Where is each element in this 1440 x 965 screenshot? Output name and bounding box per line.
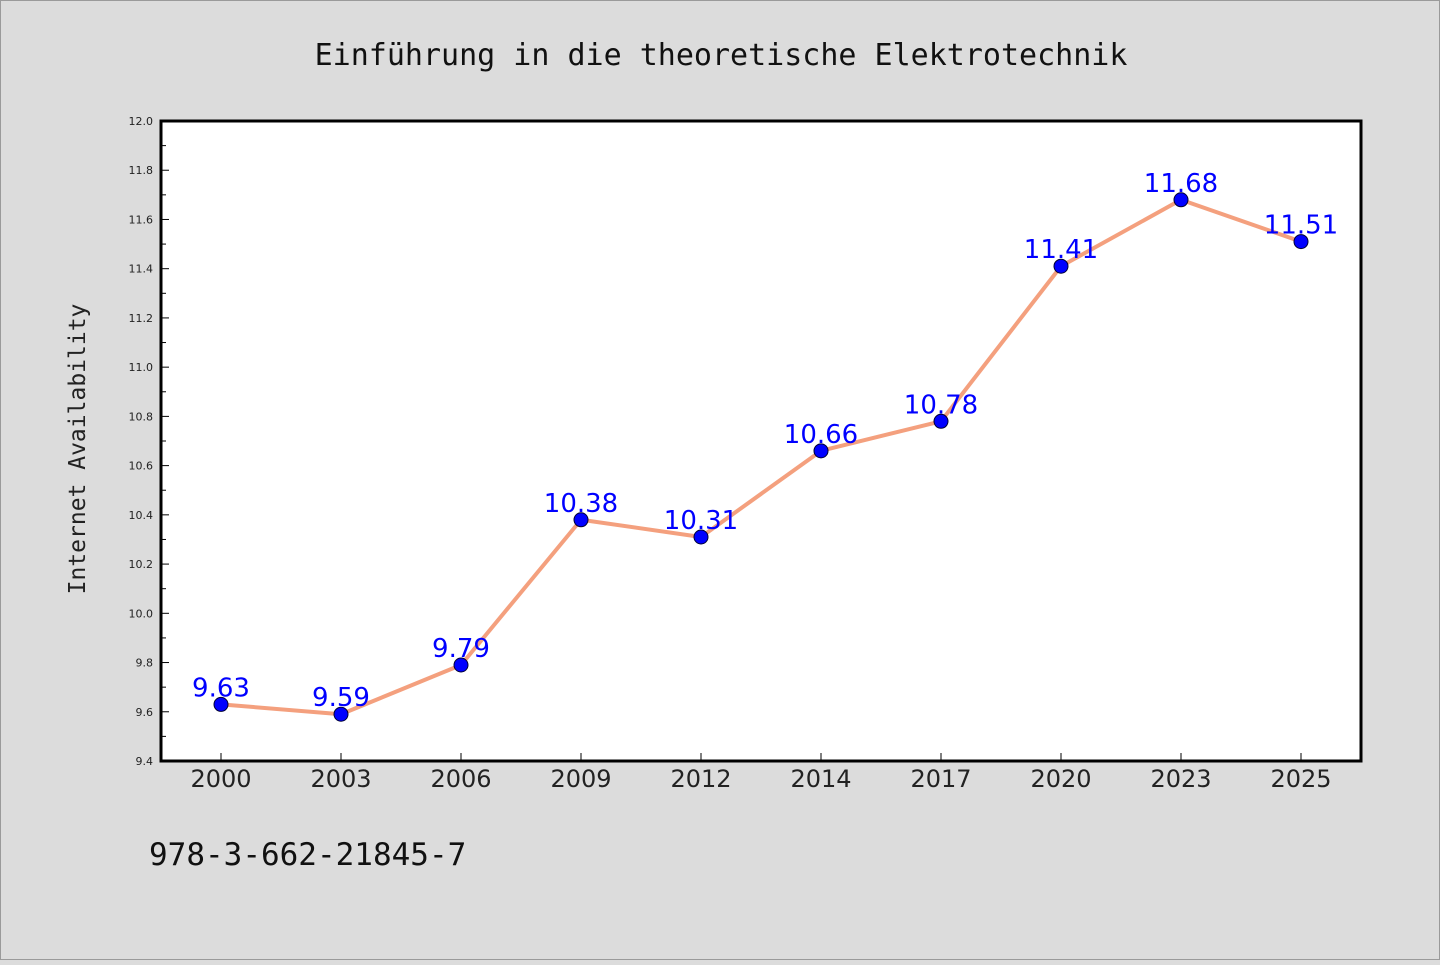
x-tick-label: 2000 xyxy=(190,765,251,793)
data-label-2014: 10.66 xyxy=(784,420,858,450)
y-tick-label: 10.4 xyxy=(129,509,154,522)
data-point-2003 xyxy=(333,706,349,722)
plot-area xyxy=(159,119,1363,763)
data-point-2014 xyxy=(813,443,829,459)
y-tick-label: 9.6 xyxy=(136,706,154,719)
data-label-2020: 11.41 xyxy=(1024,235,1098,265)
y-tick-label: 10.2 xyxy=(129,558,154,571)
data-label-2012: 10.31 xyxy=(664,506,738,536)
y-axis-label: Internet Availability xyxy=(65,304,91,595)
data-label-2006: 9.79 xyxy=(432,634,490,664)
isbn-text: 978-3-662-21845-7 xyxy=(149,837,466,873)
data-point-2025 xyxy=(1293,234,1309,250)
data-point-2000 xyxy=(213,696,229,712)
data-point-2009 xyxy=(573,512,589,528)
data-label-2023: 11.68 xyxy=(1144,169,1218,199)
data-label-2000: 9.63 xyxy=(192,673,250,703)
x-tick-label: 2012 xyxy=(670,765,731,793)
x-tick-label: 2014 xyxy=(790,765,851,793)
y-tick-label: 10.8 xyxy=(129,410,154,423)
data-labels: 9.63 9.59 9.79 10.38 10.31 10.66 10.78 11.41 11.… xyxy=(192,169,1338,713)
data-point-2017 xyxy=(933,413,949,429)
y-tick-label: 11.8 xyxy=(129,164,154,177)
y-tick-label: 11.4 xyxy=(129,263,154,276)
x-tick-label: 2003 xyxy=(310,765,371,793)
x-tick-label: 2009 xyxy=(550,765,611,793)
y-tick-label: 10.6 xyxy=(129,460,154,473)
data-label-2017: 10.78 xyxy=(904,390,978,420)
x-tick-label: 2017 xyxy=(910,765,971,793)
y-axis: 9.4 9.6 9.8 10.0 10.2 10.4 10.6 10.8 11.0 11.2 11.… xyxy=(129,115,169,768)
x-tick-label: 2020 xyxy=(1030,765,1091,793)
x-axis: 2000 2003 2006 2009 2012 2014 2017 2020 2023 2025 xyxy=(190,753,1332,793)
series-polyline xyxy=(219,197,1303,717)
x-tick-label: 2025 xyxy=(1270,765,1331,793)
chart-title: Einführung in die theoretische Elektrote… xyxy=(315,38,1128,73)
y-tick-label: 11.2 xyxy=(129,312,154,325)
data-label-2025: 11.51 xyxy=(1264,211,1338,241)
data-point-2023 xyxy=(1173,192,1189,208)
data-point-2012 xyxy=(693,529,709,545)
y-tick-label: 9.4 xyxy=(136,755,154,768)
y-tick-label: 9.8 xyxy=(136,657,154,670)
series-markers xyxy=(213,192,1309,722)
y-tick-label: 12.0 xyxy=(129,115,154,128)
data-label-2003: 9.59 xyxy=(312,683,370,713)
data-label-2009: 10.38 xyxy=(544,489,618,519)
x-tick-label: 2023 xyxy=(1150,765,1211,793)
x-tick-label: 2006 xyxy=(430,765,491,793)
series-line xyxy=(219,197,1303,717)
data-point-2006 xyxy=(453,657,469,673)
y-tick-label: 11.6 xyxy=(129,213,154,226)
y-tick-label: 10.0 xyxy=(129,607,154,620)
y-tick-label: 11.0 xyxy=(129,361,154,374)
data-point-2020 xyxy=(1053,258,1069,274)
